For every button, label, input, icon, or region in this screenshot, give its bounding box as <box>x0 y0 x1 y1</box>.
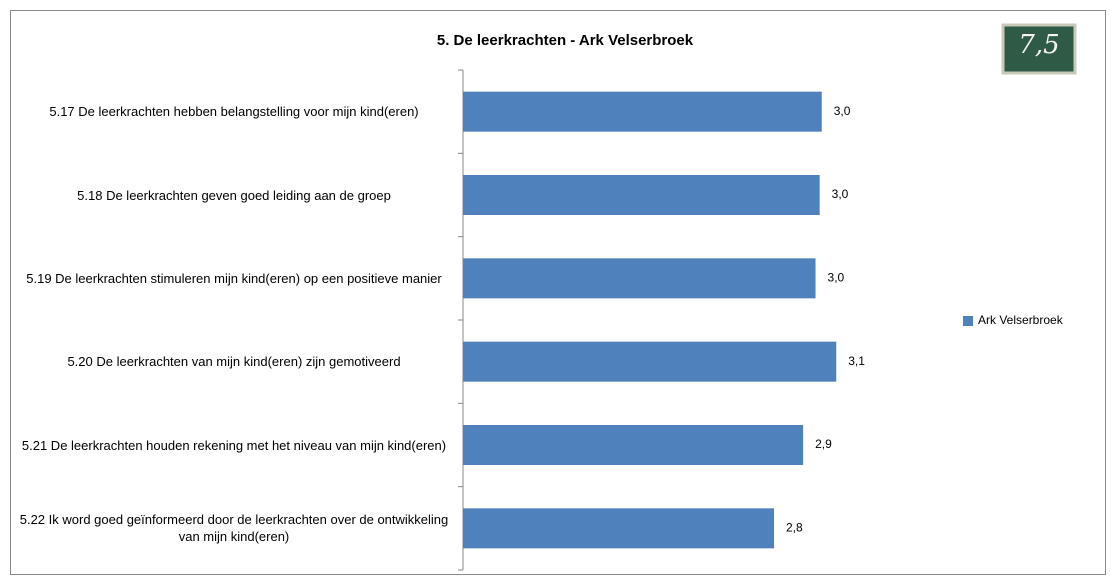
category-label: 5.17 De leerkrachten hebben belangstelli… <box>49 104 419 120</box>
bar <box>463 258 816 299</box>
bar <box>463 341 837 382</box>
badge-score: 7,5 <box>1018 30 1059 60</box>
category-label: 5.21 De leerkrachten houden rekening met… <box>21 437 447 453</box>
bar <box>463 508 775 549</box>
category-label: 5.22 Ik word goed geïnformeerd door de l… <box>19 512 449 545</box>
bar <box>463 175 820 215</box>
category-label: 5.18 De leerkrachten geven goed leiding … <box>77 187 391 203</box>
legend-label: Ark Velserbroek <box>978 313 1064 327</box>
badge-board <box>1001 23 1077 75</box>
value-label: 3,1 <box>848 354 865 368</box>
value-label: 2,9 <box>815 437 832 451</box>
legend-swatch <box>963 316 973 326</box>
value-label: 3,0 <box>834 104 851 118</box>
chart-title: 5. De leerkrachten - Ark Velserbroek <box>437 32 694 49</box>
category-label: 5.19 De leerkrachten stimuleren mijn kin… <box>26 270 442 286</box>
bar <box>463 425 804 465</box>
value-label: 2,8 <box>786 521 803 535</box>
value-label: 3,0 <box>832 187 849 201</box>
bar <box>463 91 822 132</box>
category-label: 5.20 De leerkrachten van mijn kind(eren)… <box>67 354 401 370</box>
value-label: 3,0 <box>828 271 845 285</box>
